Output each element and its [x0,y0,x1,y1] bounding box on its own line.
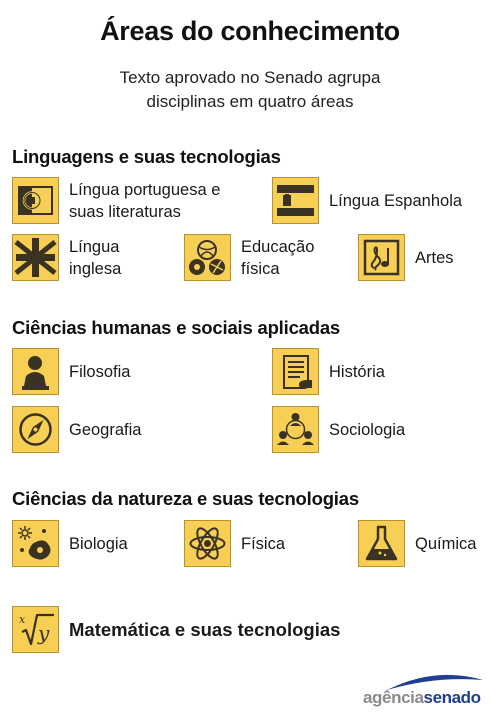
item-label: Filosofia [69,362,131,381]
page-title: Áreas do conhecimento [100,16,400,46]
item-historia: História [272,348,385,395]
svg-text:x: x [19,613,26,626]
item-label: Artes [415,248,454,267]
spain-flag-icon [272,177,319,224]
page-subtitle: Texto aprovado no Senado agrupa discipli… [0,66,500,114]
item-label: História [329,362,385,381]
item-label: Física [241,534,286,553]
union-jack-icon [12,234,59,281]
people-network-icon [272,406,319,453]
section-title-matematica: Matemática e suas tecnologias [69,618,341,640]
item-label: Língua portuguesa e suas literaturas [69,180,221,221]
item-fisica: Física [184,520,285,567]
scroll-document-icon [272,348,319,395]
item-label: Educação física [241,237,315,278]
item-quimica: Química [358,520,476,567]
item-lingua-inglesa: Língua inglesa [12,234,121,281]
svg-text:y: y [37,621,50,645]
subtitle-line-2: disciplinas em quatro áreas [146,92,354,111]
item-sociologia: Sociologia [272,406,405,453]
flask-icon [358,520,405,567]
philosopher-bust-icon [12,348,59,395]
item-lingua-espanhola: Língua Espanhola [272,177,462,224]
portugal-flag-icon [12,177,59,224]
item-label: Sociologia [329,420,406,439]
logo-swoosh-icon [387,674,483,690]
item-label: Língua Espanhola [329,191,463,210]
subtitle-line-1: Texto aprovado no Senado agrupa [119,68,381,87]
logo-text: agênciasenado [363,688,481,707]
item-label: Biologia [69,534,128,553]
item-filosofia: Filosofia [12,348,130,395]
item-educacao-fisica: Educação física [184,234,314,281]
section-title-humanas: Ciências humanas e sociais aplicadas [12,317,341,338]
item-biologia: Biologia [12,520,128,567]
cell-microbe-icon [12,520,59,567]
sports-balls-icon [184,234,231,281]
item-lingua-portuguesa: Língua portuguesa e suas literaturas [12,177,220,224]
math-root-icon: x y [12,606,59,653]
compass-icon [12,406,59,453]
item-label: Química [415,534,477,553]
item-matematica: x y Matemática e suas tecnologias [12,606,340,653]
agencia-senado-logo: agênciasenado [345,670,490,710]
item-label: Língua inglesa [69,237,122,278]
item-geografia: Geografia [12,406,141,453]
item-label: Geografia [69,420,142,439]
section-title-linguagens: Linguagens e suas tecnologias [12,146,281,167]
atom-icon [184,520,231,567]
section-title-natureza: Ciências da natureza e suas tecnologias [12,488,359,509]
music-note-icon [358,234,405,281]
item-artes: Artes [358,234,454,281]
